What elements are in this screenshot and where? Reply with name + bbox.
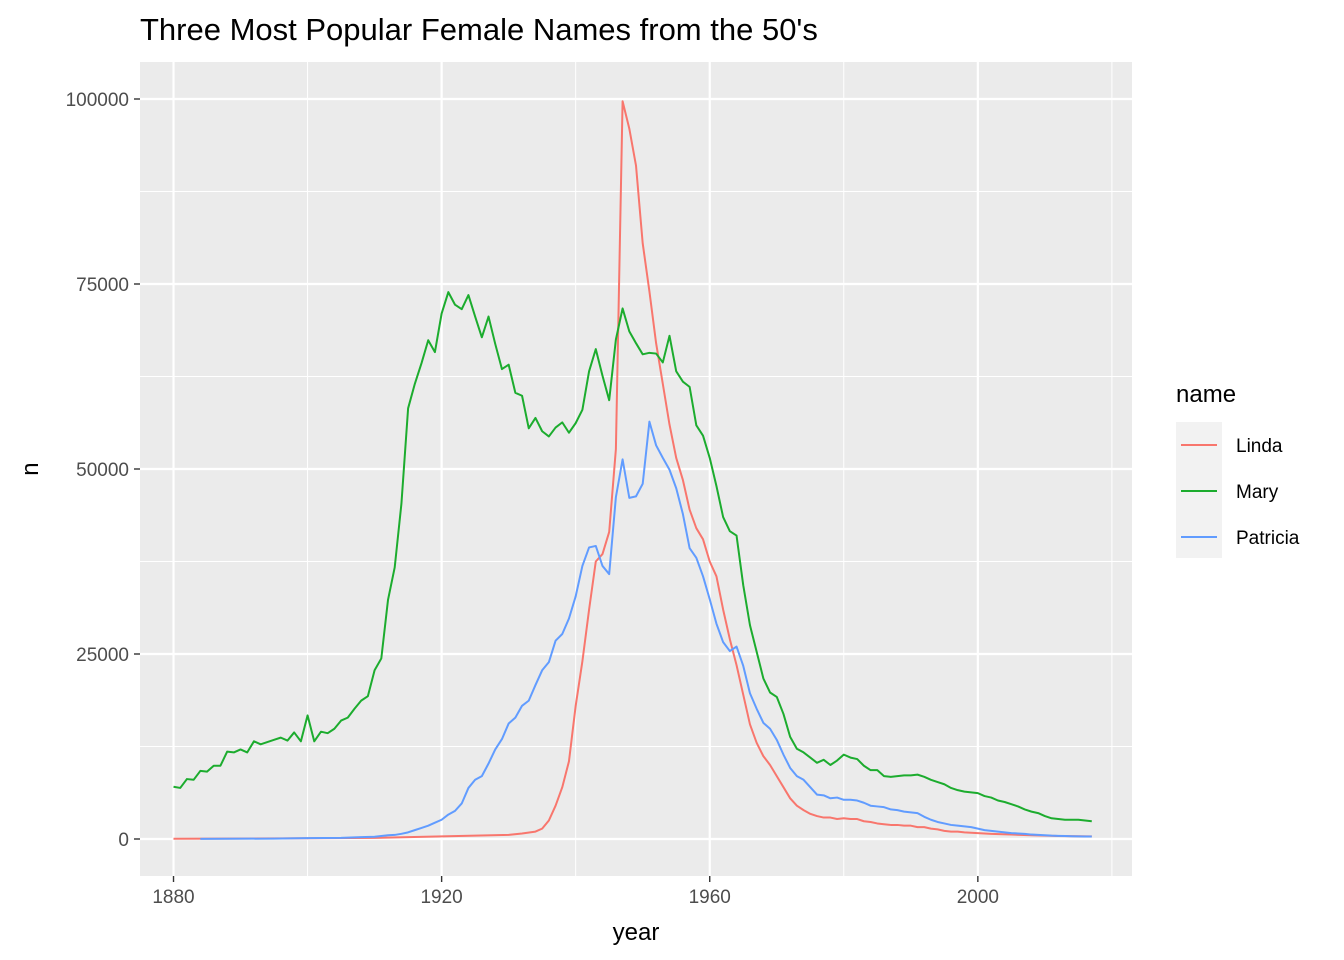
series-line-mary: [173, 291, 1092, 823]
legend: name Linda Mary Patricia: [1176, 381, 1300, 558]
y-tick-label: 100000: [66, 90, 129, 111]
x-tick-label: 2000: [957, 887, 999, 908]
series-line-linda: [173, 100, 1092, 840]
x-tick-label: 1960: [689, 887, 731, 908]
legend-title: name: [1176, 381, 1236, 408]
major-gridlines: [140, 62, 1132, 876]
x-axis-title: year: [613, 919, 660, 946]
y-tick-label: 75000: [76, 275, 129, 296]
x-axis: 1880 1920 1960 2000: [152, 876, 999, 908]
legend-label-mary: Mary: [1236, 482, 1279, 503]
y-axis: 0 25000 50000 75000 100000: [66, 90, 140, 851]
series-lines: [173, 100, 1092, 840]
series-line-patricia: [200, 420, 1092, 840]
y-tick-label: 50000: [76, 460, 129, 481]
y-axis-title: n: [17, 462, 44, 475]
legend-label-patricia: Patricia: [1236, 528, 1300, 549]
x-tick-label: 1880: [152, 887, 194, 908]
chart-title: Three Most Popular Female Names from the…: [140, 12, 818, 47]
y-tick-label: 25000: [76, 645, 129, 666]
y-tick-label: 0: [118, 830, 129, 851]
legend-label-linda: Linda: [1236, 436, 1283, 457]
x-tick-label: 1920: [420, 887, 462, 908]
